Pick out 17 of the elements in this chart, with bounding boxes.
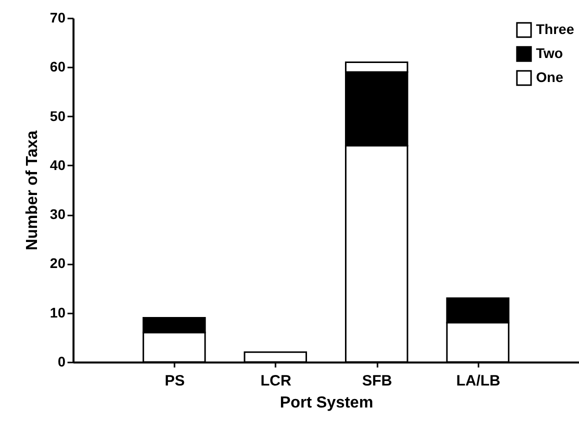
legend-label: Two	[536, 45, 563, 61]
legend-label: Three	[536, 21, 574, 37]
y-tick-label: 70	[50, 10, 66, 26]
y-tick-label: 10	[50, 304, 66, 320]
y-tick-label: 40	[50, 156, 66, 173]
y-tick-label: 60	[50, 58, 66, 75]
x-tick-label: LCR	[260, 372, 292, 390]
y-tick-label: 30	[50, 206, 66, 222]
y-tick-label: 0	[58, 354, 66, 370]
legend-label: One	[536, 69, 564, 85]
x-axis-title: Port System	[280, 394, 374, 412]
x-tick-label: LA/LB	[456, 372, 501, 390]
x-tick-label: PS	[164, 372, 185, 390]
y-axis-title: Number of Taxa	[24, 130, 41, 250]
y-tick-label: 20	[50, 255, 66, 272]
y-tick-label: 50	[50, 108, 66, 124]
x-tick-label: SFB	[362, 372, 392, 390]
